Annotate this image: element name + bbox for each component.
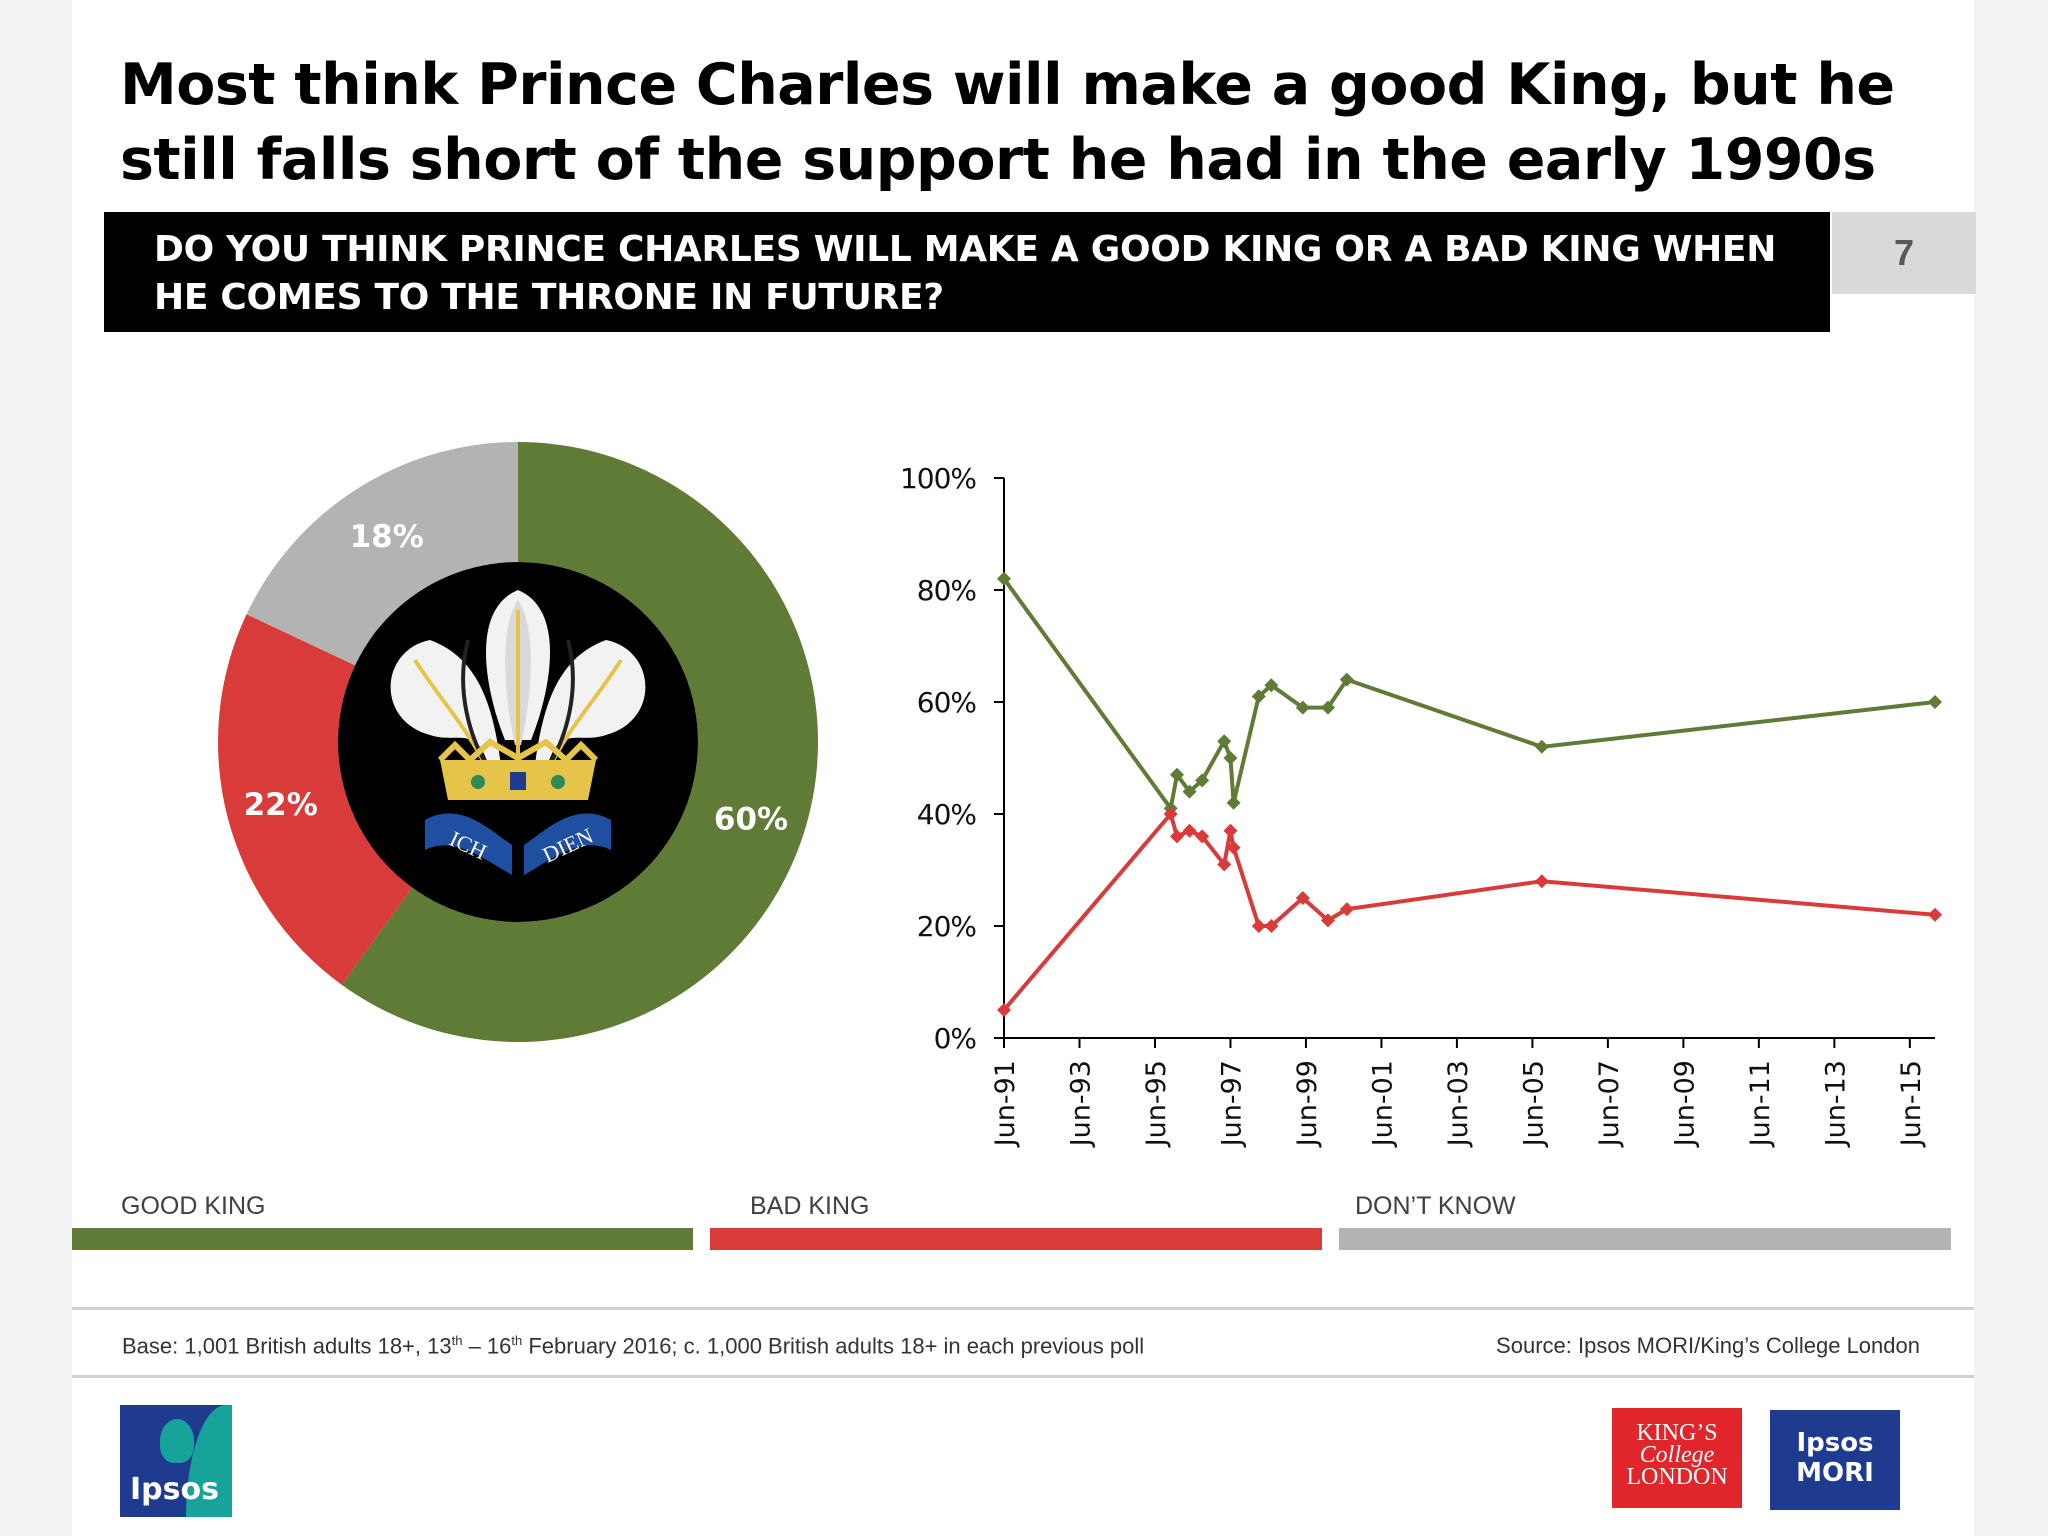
x-tick-label: Jun-93 xyxy=(1065,1060,1096,1148)
data-point xyxy=(1251,689,1266,704)
data-point xyxy=(1182,823,1197,838)
source-note: Source: Ipsos MORI/King’s College London xyxy=(1496,1333,1920,1358)
slide-title: Most think Prince Charles will make a go… xyxy=(120,52,1895,193)
question-banner: DO YOU THINK PRINCE CHARLES WILL MAKE A … xyxy=(104,212,1830,332)
ipsos-logo: Ipsos xyxy=(120,1405,232,1517)
y-tick-label: 100% xyxy=(900,462,976,495)
legend-bar-dont-know xyxy=(1339,1228,1951,1250)
legend-label-dont-know: DON’T KNOW xyxy=(1355,1192,1516,1220)
data-point xyxy=(1295,700,1310,715)
data-point xyxy=(1195,773,1210,788)
x-tick-label: Jun-91 xyxy=(990,1060,1021,1148)
y-tick-label: 40% xyxy=(917,798,977,831)
data-point xyxy=(1169,767,1184,782)
data-point xyxy=(1195,829,1210,844)
legend-bar-bad xyxy=(710,1228,1322,1250)
pie-slice-1 xyxy=(217,614,413,985)
x-tick-label: Jun-07 xyxy=(1594,1060,1625,1148)
data-point xyxy=(1534,739,1549,754)
data-point xyxy=(1534,874,1549,889)
legend-bar-good xyxy=(72,1228,693,1250)
data-point xyxy=(1223,823,1238,838)
data-point xyxy=(1264,678,1279,693)
y-tick-label: 0% xyxy=(934,1022,977,1055)
data-point xyxy=(1320,700,1335,715)
data-point xyxy=(1295,891,1310,905)
x-tick-label: Jun-13 xyxy=(1820,1060,1851,1148)
y-tick-label: 80% xyxy=(917,574,977,607)
x-tick-label: Jun-03 xyxy=(1443,1060,1474,1148)
x-tick-label: Jun-99 xyxy=(1292,1060,1323,1148)
footer-divider-bottom xyxy=(72,1375,1974,1378)
series-line-1 xyxy=(1002,809,1936,1012)
data-point xyxy=(1339,672,1354,687)
data-point xyxy=(1928,907,1942,922)
donut-chart: 60% 22% 18% xyxy=(217,442,819,1043)
data-point xyxy=(1320,913,1335,928)
footer-divider-top xyxy=(72,1307,1974,1310)
data-point xyxy=(1226,840,1241,855)
pie-slice-2 xyxy=(246,442,518,666)
data-point xyxy=(1182,784,1197,799)
x-tick-label: Jun-09 xyxy=(1669,1060,1700,1148)
pie-label-1: 22% xyxy=(244,787,318,823)
data-point xyxy=(1163,807,1178,821)
data-point xyxy=(997,1003,1011,1017)
x-tick-label: Jun-01 xyxy=(1367,1060,1398,1148)
data-point xyxy=(1217,734,1232,749)
pie-label-2: 18% xyxy=(350,519,424,555)
data-point xyxy=(997,571,1011,586)
page-number-box: 7 xyxy=(1832,212,1976,294)
data-point xyxy=(1223,751,1238,765)
head-silhouette-icon xyxy=(160,1419,194,1463)
data-point xyxy=(1339,902,1354,917)
kings-college-logo: KING’S College LONDON xyxy=(1612,1408,1742,1508)
data-point xyxy=(1217,857,1232,872)
x-tick-label: Jun-15 xyxy=(1896,1060,1927,1148)
data-point xyxy=(1928,695,1942,709)
page-number: 7 xyxy=(1893,232,1915,273)
x-tick-label: Jun-05 xyxy=(1518,1060,1549,1148)
x-tick-label: Jun-97 xyxy=(1216,1060,1247,1148)
pie-label-0: 60% xyxy=(714,802,788,838)
data-point xyxy=(1264,919,1279,933)
legend-label-bad: BAD KING xyxy=(750,1192,870,1220)
x-tick-label: Jun-95 xyxy=(1141,1060,1172,1148)
question-text: DO YOU THINK PRINCE CHARLES WILL MAKE A … xyxy=(154,229,1777,318)
series-line-0 xyxy=(1002,577,1936,814)
prince-of-wales-feathers-icon: ICH DIEN xyxy=(338,562,698,922)
ipsos-mori-logo: Ipsos MORI xyxy=(1770,1410,1900,1510)
base-note: Base: 1,001 British adults 18+, 13th – 1… xyxy=(122,1333,1145,1359)
y-tick-label: 60% xyxy=(917,686,977,719)
data-point xyxy=(1226,795,1241,810)
y-tick-label: 20% xyxy=(917,910,977,943)
x-tick-label: Jun-11 xyxy=(1745,1060,1776,1148)
pie-slice-0 xyxy=(341,442,819,1043)
data-point xyxy=(1251,919,1266,933)
data-point xyxy=(1169,829,1184,844)
legend-label-good: GOOD KING xyxy=(121,1192,266,1220)
line-chart: 0% 20% 40% 60% 80% 100% Jun-91 Jun-93 Jun-95 Jun-… xyxy=(900,462,1942,1148)
